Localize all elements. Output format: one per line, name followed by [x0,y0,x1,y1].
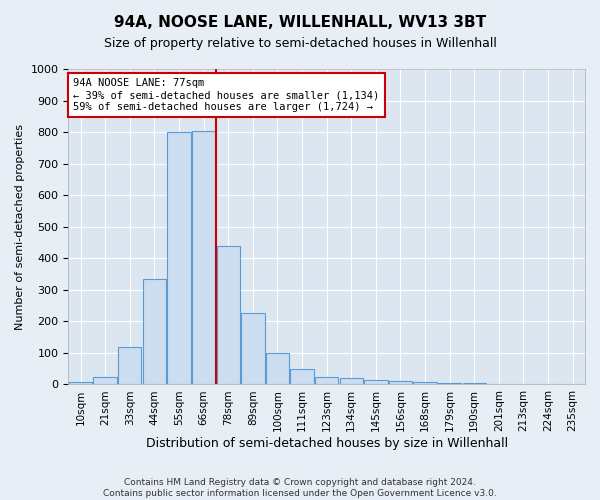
Bar [389,382,412,384]
Bar [364,380,388,384]
Bar [340,378,363,384]
Bar [315,376,338,384]
Bar [217,246,240,384]
Bar [413,382,437,384]
Text: Size of property relative to semi-detached houses in Willenhall: Size of property relative to semi-detach… [104,38,496,51]
X-axis label: Distribution of semi-detached houses by size in Willenhall: Distribution of semi-detached houses by … [146,437,508,450]
Bar [69,382,92,384]
Y-axis label: Number of semi-detached properties: Number of semi-detached properties [15,124,25,330]
Bar [266,353,289,384]
Bar [167,132,191,384]
Bar [241,314,265,384]
Bar [463,383,486,384]
Bar [118,346,142,385]
Bar [438,383,461,384]
Text: 94A NOOSE LANE: 77sqm
← 39% of semi-detached houses are smaller (1,134)
59% of s: 94A NOOSE LANE: 77sqm ← 39% of semi-deta… [73,78,380,112]
Text: 94A, NOOSE LANE, WILLENHALL, WV13 3BT: 94A, NOOSE LANE, WILLENHALL, WV13 3BT [114,15,486,30]
Text: Contains HM Land Registry data © Crown copyright and database right 2024.
Contai: Contains HM Land Registry data © Crown c… [103,478,497,498]
Bar [94,376,117,384]
Bar [290,368,314,384]
Bar [192,130,215,384]
Bar [143,279,166,384]
